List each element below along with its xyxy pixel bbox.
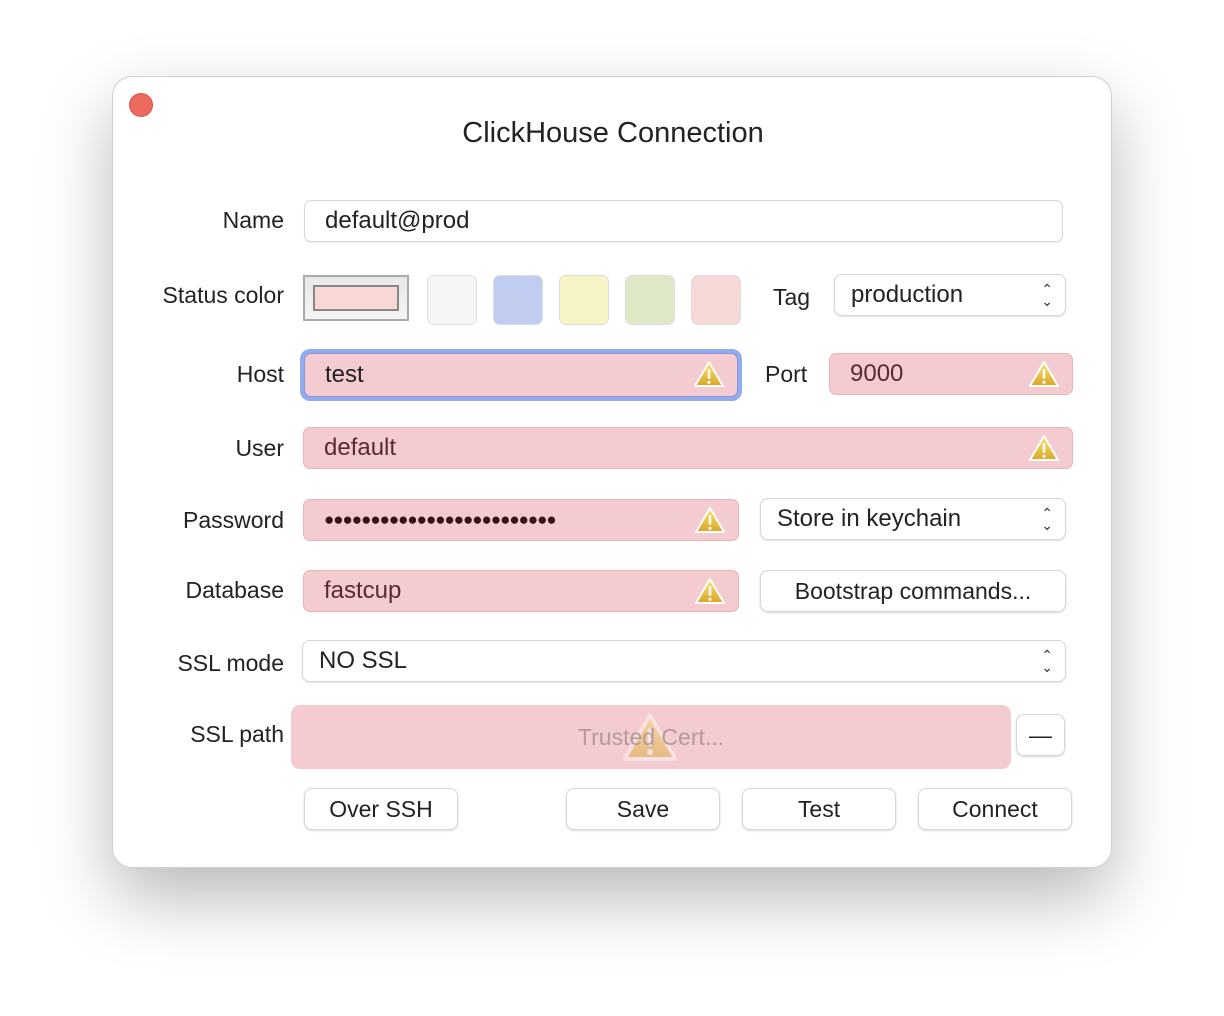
user-input[interactable]: default <box>303 427 1073 469</box>
name-input[interactable]: default@prod <box>304 200 1063 242</box>
ssl-path-label: SSL path <box>190 721 284 747</box>
connect-button[interactable]: Connect <box>918 788 1072 830</box>
tag-label: Tag <box>773 284 811 310</box>
chevron-updown-icon: ⌃ ⌄ <box>1041 281 1053 309</box>
user-value: default <box>324 434 397 461</box>
database-input[interactable]: fastcup <box>303 570 739 612</box>
status-color-well[interactable] <box>303 275 409 321</box>
ssl-mode-label: SSL mode <box>177 650 284 676</box>
name-label: Name <box>222 207 284 233</box>
remove-ssl-path-button[interactable]: — <box>1016 714 1065 756</box>
color-swatch-red[interactable] <box>691 275 741 325</box>
status-color-label: Status color <box>162 282 284 308</box>
password-storage-value: Store in keychain <box>777 505 962 532</box>
warning-icon <box>694 506 726 534</box>
connection-dialog: ClickHouse Connection Name default@prod … <box>112 76 1112 868</box>
password-label: Password <box>183 507 284 533</box>
warning-icon <box>1028 434 1060 462</box>
color-swatch-gray[interactable] <box>427 275 477 325</box>
test-button[interactable]: Test <box>742 788 896 830</box>
warning-icon <box>1028 360 1060 388</box>
selected-color <box>313 285 399 311</box>
warning-icon <box>693 360 725 388</box>
port-label: Port <box>765 361 808 387</box>
host-focus-ring: test <box>300 349 742 401</box>
database-value: fastcup <box>324 577 402 604</box>
host-value: test <box>325 361 364 388</box>
over-ssh-button[interactable]: Over SSH <box>304 788 458 830</box>
tag-select[interactable]: production ⌃ ⌄ <box>834 274 1066 316</box>
tag-value: production <box>851 281 964 308</box>
close-button[interactable] <box>129 93 153 117</box>
chevron-updown-icon: ⌃ ⌄ <box>1041 647 1053 675</box>
user-label: User <box>235 435 284 461</box>
ssl-mode-select[interactable]: NO SSL ⌃ ⌄ <box>302 640 1066 682</box>
port-value: 9000 <box>850 360 904 387</box>
save-button[interactable]: Save <box>566 788 720 830</box>
database-label: Database <box>185 577 284 603</box>
chevron-updown-icon: ⌃ ⌄ <box>1041 505 1053 533</box>
bootstrap-commands-button[interactable]: Bootstrap commands... <box>760 570 1066 612</box>
ssl-path-placeholder: Trusted Cert... <box>577 723 725 750</box>
host-input[interactable]: test <box>304 353 738 397</box>
password-input[interactable]: ●●●●●●●●●●●●●●●●●●●●●●●●● <box>303 499 739 541</box>
host-label: Host <box>236 361 284 387</box>
color-swatch-green[interactable] <box>625 275 675 325</box>
color-swatch-yellow[interactable] <box>559 275 609 325</box>
color-swatch-blue[interactable] <box>493 275 543 325</box>
dialog-title: ClickHouse Connection <box>462 117 764 149</box>
port-input[interactable]: 9000 <box>829 353 1073 395</box>
ssl-path-dropzone[interactable]: Trusted Cert... <box>291 705 1011 769</box>
warning-icon <box>694 577 726 605</box>
password-storage-select[interactable]: Store in keychain ⌃ ⌄ <box>760 498 1066 540</box>
ssl-mode-value: NO SSL <box>319 647 408 674</box>
password-value: ●●●●●●●●●●●●●●●●●●●●●●●●● <box>324 510 557 529</box>
